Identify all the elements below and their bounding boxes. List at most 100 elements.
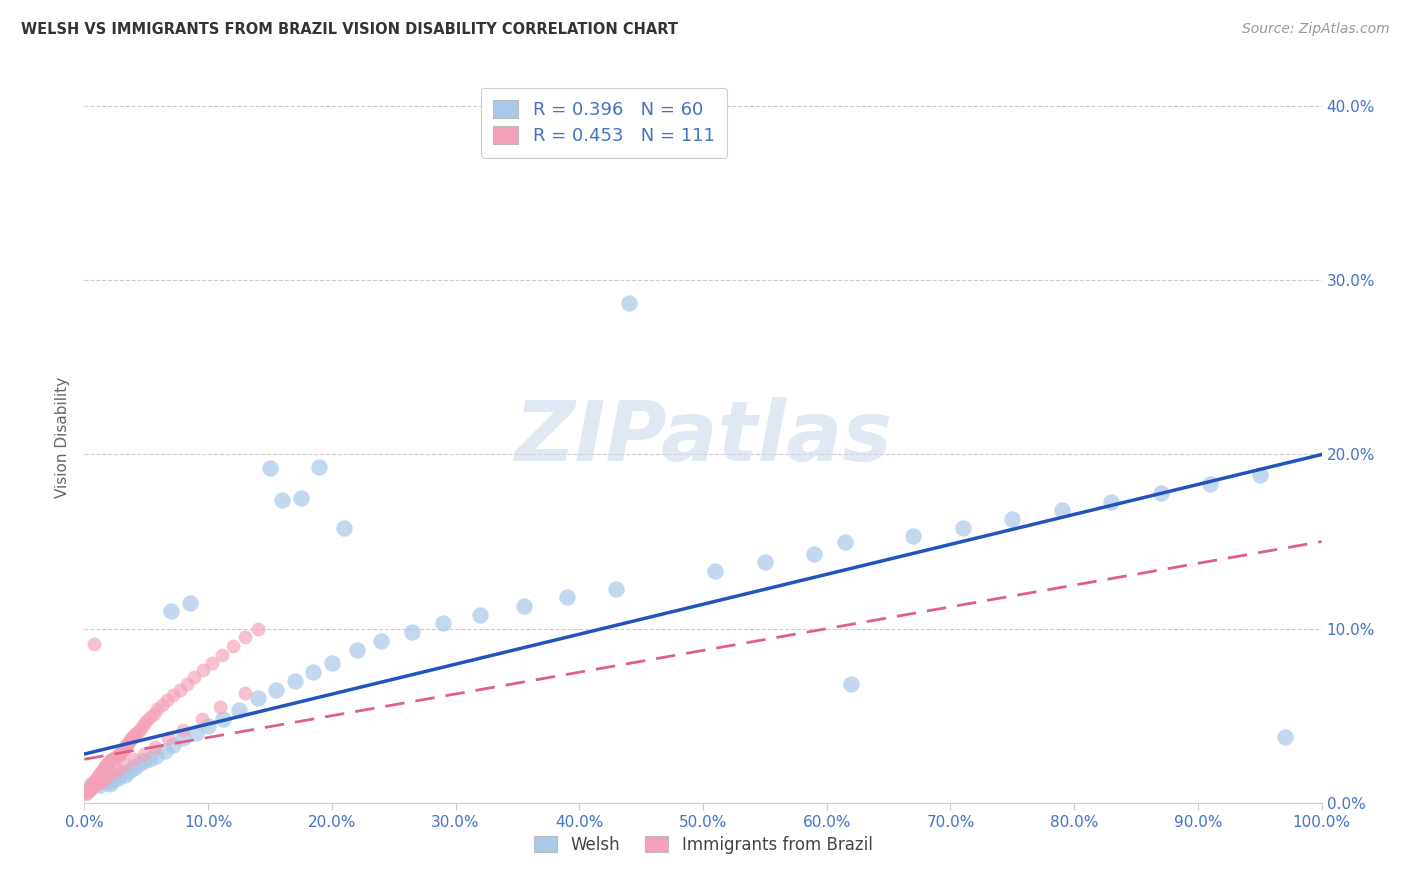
Point bbox=[222, 639, 245, 653]
Point bbox=[100, 766, 122, 780]
Point bbox=[333, 521, 356, 535]
Point bbox=[89, 766, 111, 780]
Point bbox=[370, 633, 392, 648]
Point bbox=[160, 604, 183, 618]
Point bbox=[75, 785, 97, 799]
Point bbox=[83, 775, 105, 789]
Point bbox=[79, 778, 101, 792]
Point bbox=[290, 491, 312, 505]
Point bbox=[77, 783, 100, 797]
Point bbox=[1001, 512, 1024, 526]
Point bbox=[98, 756, 121, 770]
Point bbox=[107, 748, 129, 763]
Point bbox=[117, 737, 139, 751]
Point bbox=[101, 773, 124, 788]
Text: WELSH VS IMMIGRANTS FROM BRAZIL VISION DISABILITY CORRELATION CHART: WELSH VS IMMIGRANTS FROM BRAZIL VISION D… bbox=[21, 22, 678, 37]
Point bbox=[228, 704, 250, 718]
Point bbox=[271, 492, 294, 507]
Point bbox=[96, 759, 118, 773]
Point bbox=[191, 664, 214, 678]
Point bbox=[90, 764, 112, 779]
Point bbox=[1199, 477, 1222, 491]
Point bbox=[1150, 485, 1173, 500]
Point bbox=[89, 778, 111, 792]
Point bbox=[77, 783, 100, 797]
Point bbox=[114, 768, 136, 782]
Point bbox=[122, 752, 145, 766]
Point bbox=[156, 693, 179, 707]
Point bbox=[82, 777, 104, 791]
Point bbox=[114, 740, 136, 755]
Point bbox=[89, 768, 111, 782]
Point bbox=[952, 521, 974, 535]
Point bbox=[91, 764, 114, 779]
Point bbox=[83, 778, 105, 792]
Point bbox=[135, 714, 157, 728]
Point bbox=[90, 766, 112, 780]
Point bbox=[209, 700, 232, 714]
Point bbox=[87, 770, 110, 784]
Point bbox=[321, 657, 343, 671]
Point bbox=[432, 616, 454, 631]
Point bbox=[84, 775, 107, 789]
Point bbox=[162, 688, 184, 702]
Point bbox=[79, 780, 101, 794]
Point bbox=[246, 622, 269, 636]
Point bbox=[104, 750, 127, 764]
Point bbox=[128, 757, 150, 772]
Point bbox=[77, 781, 100, 796]
Point bbox=[89, 775, 111, 789]
Point bbox=[184, 726, 207, 740]
Point bbox=[122, 728, 145, 742]
Point bbox=[302, 665, 325, 680]
Point bbox=[76, 783, 98, 797]
Point bbox=[162, 739, 184, 753]
Point bbox=[110, 747, 132, 761]
Point bbox=[96, 770, 118, 784]
Point bbox=[308, 459, 330, 474]
Point bbox=[1249, 468, 1271, 483]
Point bbox=[111, 743, 134, 757]
Point bbox=[83, 775, 105, 789]
Point bbox=[555, 591, 578, 605]
Point bbox=[93, 763, 115, 777]
Point bbox=[191, 712, 214, 726]
Point bbox=[1050, 503, 1073, 517]
Point bbox=[107, 763, 129, 777]
Point bbox=[84, 773, 107, 788]
Point bbox=[80, 778, 103, 792]
Point bbox=[169, 682, 191, 697]
Point bbox=[153, 743, 176, 757]
Point bbox=[112, 741, 135, 756]
Point bbox=[120, 733, 142, 747]
Point bbox=[139, 710, 162, 724]
Point bbox=[903, 529, 925, 543]
Point bbox=[145, 748, 167, 763]
Point bbox=[84, 773, 107, 788]
Point bbox=[79, 781, 101, 796]
Point bbox=[86, 773, 108, 788]
Point bbox=[259, 461, 281, 475]
Point bbox=[754, 556, 776, 570]
Point bbox=[76, 785, 98, 799]
Point bbox=[157, 731, 180, 746]
Point bbox=[110, 745, 132, 759]
Point bbox=[80, 780, 103, 794]
Point bbox=[197, 719, 219, 733]
Text: Source: ZipAtlas.com: Source: ZipAtlas.com bbox=[1241, 22, 1389, 37]
Point bbox=[103, 750, 125, 764]
Point bbox=[115, 739, 138, 753]
Point bbox=[172, 731, 194, 746]
Point bbox=[75, 787, 97, 801]
Point bbox=[470, 607, 492, 622]
Point bbox=[121, 730, 143, 744]
Point bbox=[132, 747, 155, 761]
Legend: Welsh, Immigrants from Brazil: Welsh, Immigrants from Brazil bbox=[527, 829, 879, 860]
Point bbox=[82, 778, 104, 792]
Point bbox=[183, 670, 205, 684]
Point bbox=[246, 691, 269, 706]
Point bbox=[79, 780, 101, 794]
Point bbox=[841, 677, 863, 691]
Point bbox=[76, 783, 98, 797]
Point bbox=[98, 754, 121, 768]
